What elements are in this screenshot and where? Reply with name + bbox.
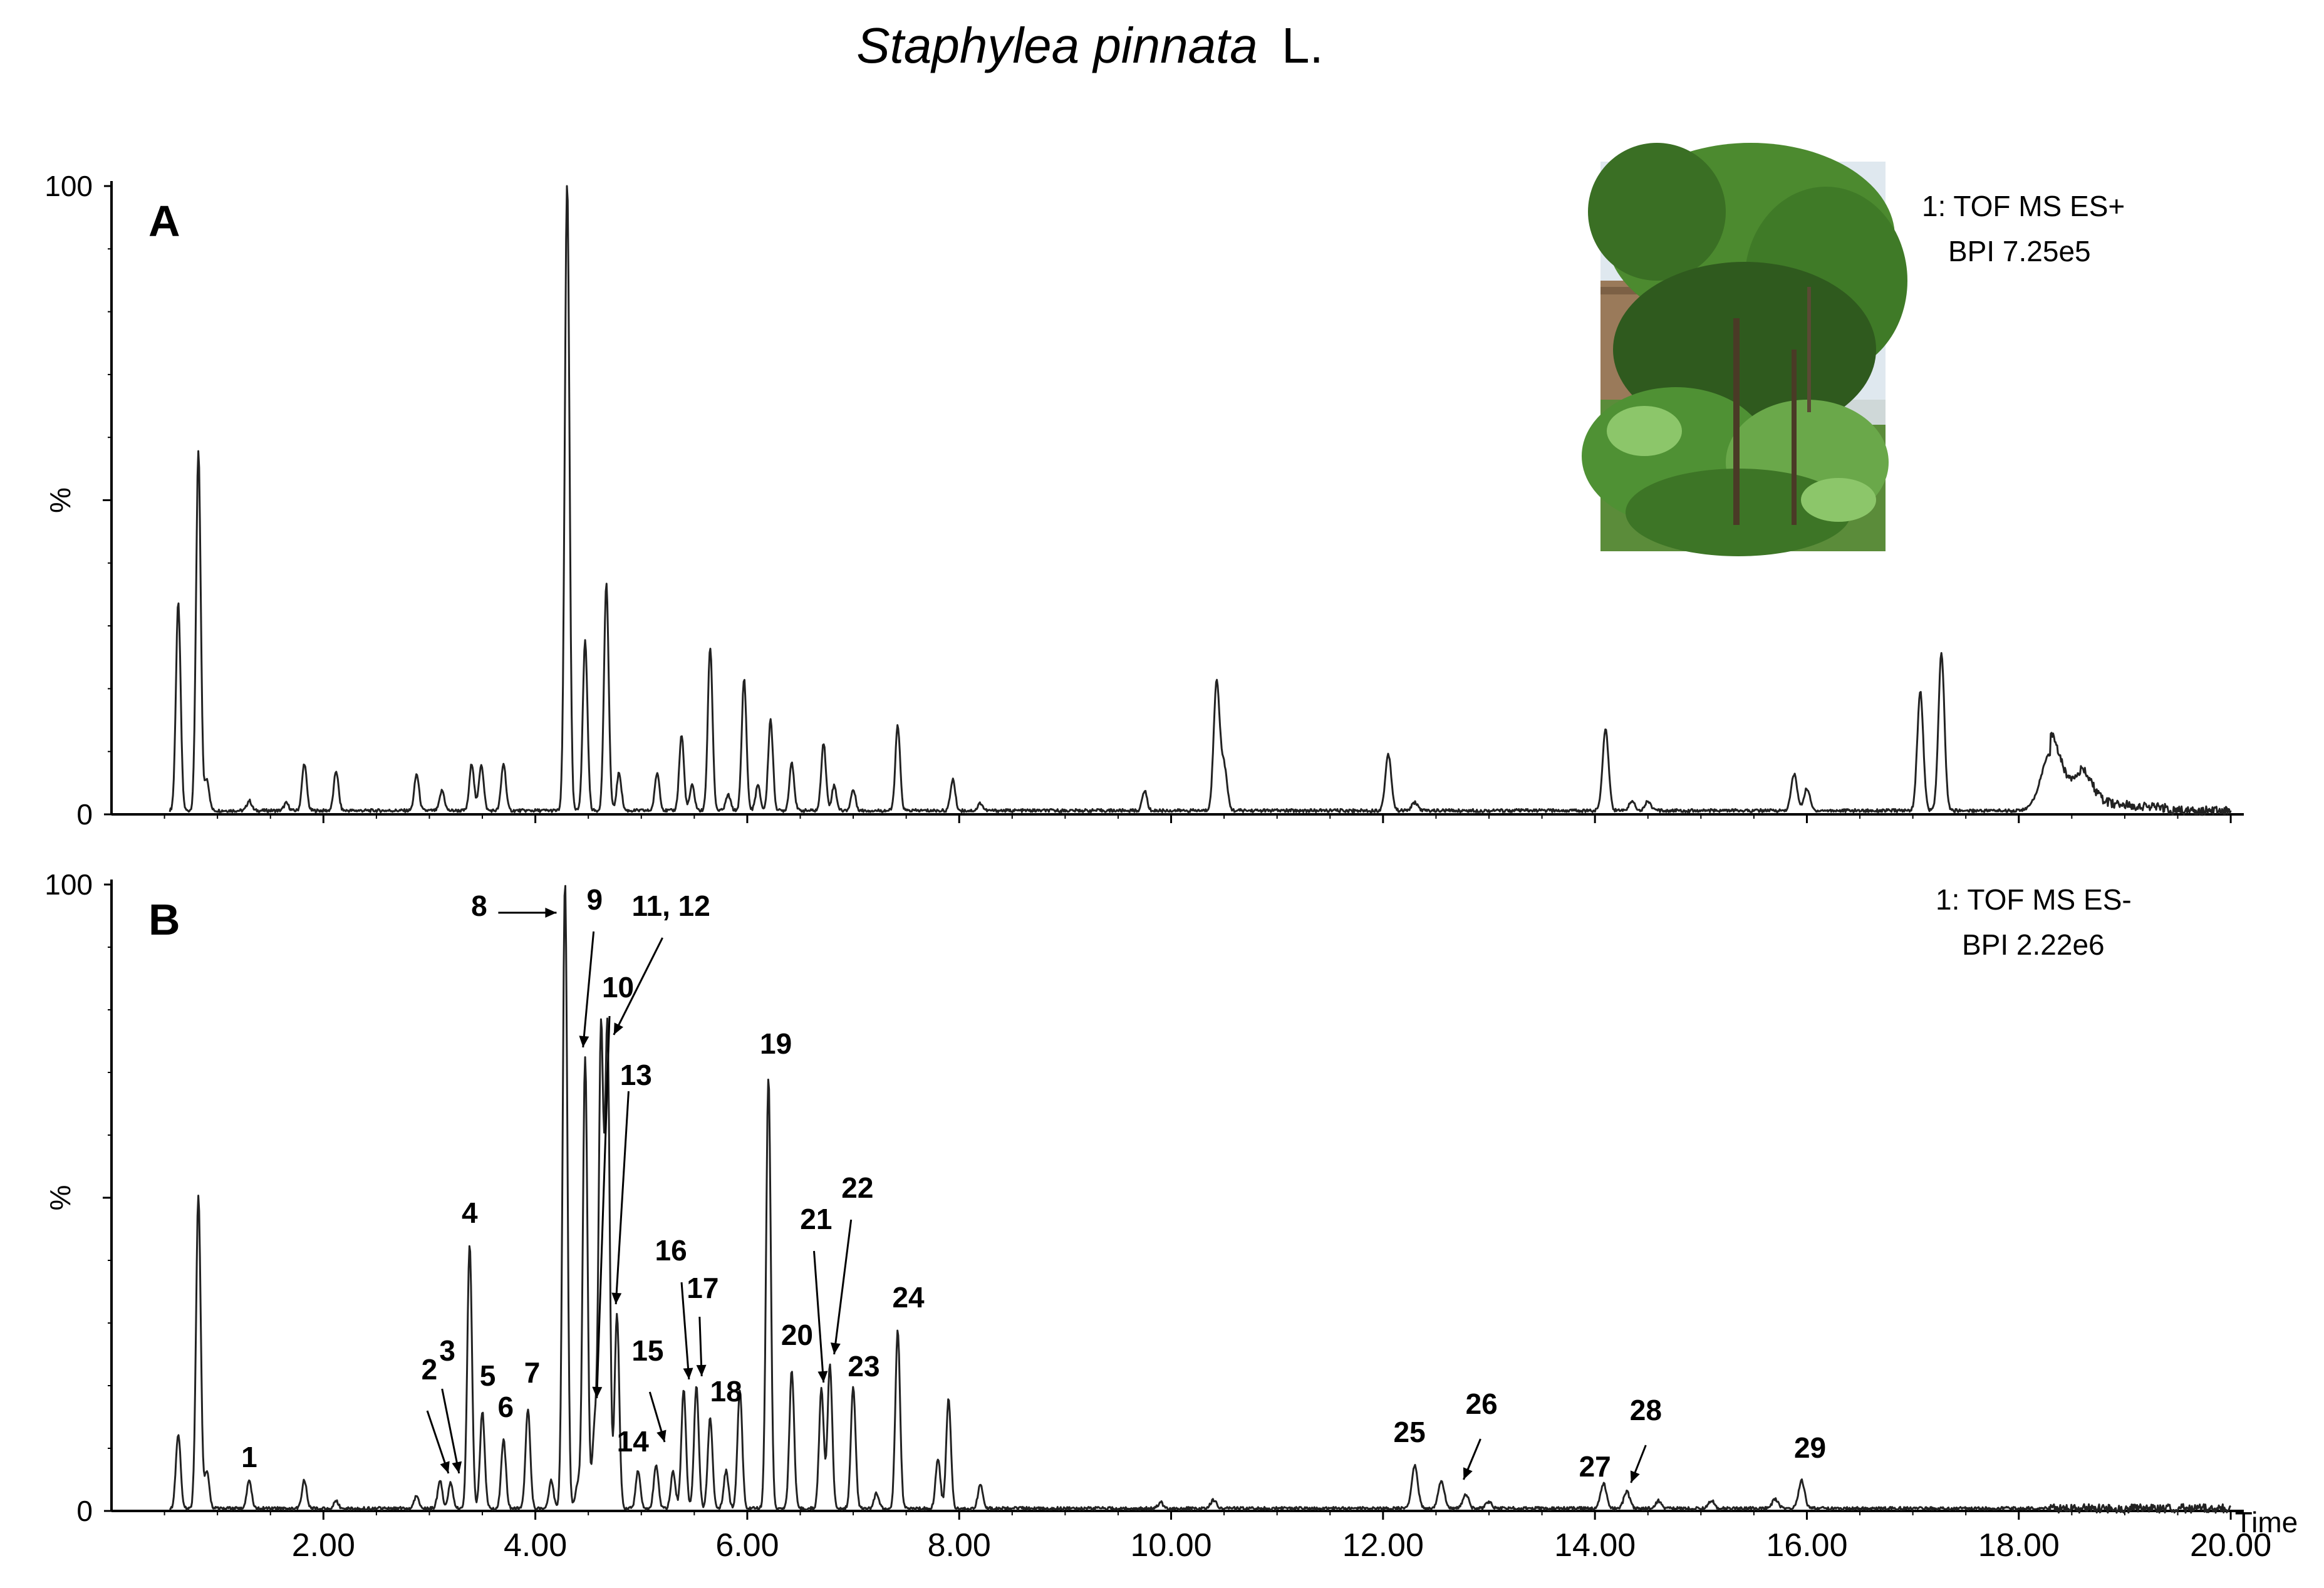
panel-letter-a: A	[148, 197, 180, 246]
peak-label: 11, 12	[631, 890, 710, 922]
x-axis-label: Time	[2235, 1506, 2298, 1539]
peak-arrowhead	[545, 908, 557, 918]
peak-arrowhead	[683, 1367, 693, 1379]
instrument-info-a: BPI 7.25e5	[1948, 235, 2091, 267]
peak-label: 3	[439, 1334, 455, 1367]
peak-arrowhead	[817, 1371, 828, 1383]
x-tick-label: 12.00	[1342, 1527, 1424, 1564]
peak-label: 13	[620, 1059, 652, 1091]
peak-label: 10	[602, 971, 634, 1004]
peak-label: 17	[687, 1272, 718, 1304]
peak-label: 6	[497, 1391, 514, 1423]
peak-arrowhead	[611, 1292, 622, 1304]
peak-label: 18	[710, 1375, 742, 1408]
x-tick-label: 2.00	[292, 1527, 355, 1564]
x-tick-label: 8.00	[928, 1527, 991, 1564]
y-tick-label-b: 0	[76, 1495, 93, 1527]
peak-label: 19	[760, 1027, 792, 1060]
x-tick-label: 14.00	[1554, 1527, 1636, 1564]
peak-arrowhead	[592, 1386, 603, 1398]
peak-label: 1	[241, 1441, 257, 1473]
x-tick-label: 16.00	[1766, 1527, 1847, 1564]
peak-arrowhead	[1630, 1470, 1640, 1483]
peak-label: 28	[1630, 1394, 1662, 1426]
peak-label: 27	[1579, 1450, 1611, 1483]
peak-label: 29	[1794, 1431, 1826, 1464]
peak-arrowhead	[656, 1430, 667, 1442]
figure-title: Staphylea pinnata L.	[856, 18, 1323, 73]
y-tick-label-a: 0	[76, 798, 93, 831]
y-tick-label-a: 100	[44, 170, 93, 202]
peak-arrowhead	[1463, 1467, 1473, 1480]
instrument-info-b: BPI 2.22e6	[1962, 928, 2105, 961]
x-tick-label: 6.00	[715, 1527, 779, 1564]
x-tick-label: 20.00	[2190, 1527, 2271, 1564]
panel-a: 0 100% A 1: TOF MS ES+ BPI 7.25e5	[44, 170, 2244, 831]
peak-arrowhead	[696, 1364, 707, 1376]
peak-label: 8	[471, 890, 487, 922]
peak-label: 4	[462, 1196, 478, 1229]
peak-arrow	[596, 1015, 611, 1399]
x-tick-label: 18.00	[1978, 1527, 2060, 1564]
peak-label: 16	[655, 1234, 687, 1267]
panel-letter-b: B	[148, 895, 180, 944]
peak-label: 22	[841, 1171, 873, 1204]
peak-arrowhead	[579, 1035, 589, 1047]
peak-label: 25	[1394, 1416, 1426, 1448]
plant-photo	[1582, 143, 1907, 556]
peak-label: 26	[1466, 1388, 1498, 1420]
x-tick-label: 10.00	[1130, 1527, 1211, 1564]
peak-label: 14	[617, 1425, 650, 1458]
peak-label: 15	[631, 1334, 663, 1367]
y-tick-label-b: 100	[44, 868, 93, 901]
peak-arrowhead	[440, 1461, 450, 1473]
peak-arrow	[582, 931, 595, 1048]
peak-arrowhead	[613, 1022, 624, 1035]
y-axis-label-b: %	[44, 1185, 76, 1211]
y-axis-label-a: %	[44, 487, 76, 513]
peak-label: 7	[524, 1356, 541, 1389]
peak-arrow	[833, 1219, 853, 1355]
peak-arrow	[613, 937, 663, 1035]
peak-arrow	[615, 1091, 630, 1305]
peak-arrow	[812, 1250, 825, 1383]
peak-arrowhead	[830, 1342, 841, 1354]
peak-label: 23	[848, 1350, 879, 1383]
chromatogram-trace-b	[169, 885, 2231, 1514]
peak-label: 2	[422, 1353, 438, 1386]
peak-arrow	[441, 1388, 460, 1474]
chromatogram-trace-a	[169, 185, 2232, 816]
peak-label: 9	[587, 883, 603, 916]
panel-b: 0 100% 2.00 4.00 6.00 8.00 10.00 12.00 14.00 16.0…	[44, 868, 2298, 1564]
peak-label: 20	[781, 1319, 813, 1351]
peak-arrowhead	[452, 1461, 462, 1473]
instrument-info-b: 1: TOF MS ES-	[1936, 883, 2132, 916]
figure-title-species: Staphylea pinnata	[856, 18, 1258, 73]
peak-label: 21	[800, 1203, 832, 1235]
instrument-info-a: 1: TOF MS ES+	[1922, 190, 2125, 222]
x-tick-label: 4.00	[504, 1527, 567, 1564]
peak-label: 5	[480, 1359, 496, 1392]
figure-title-author: L.	[1282, 18, 1324, 73]
peak-arrow	[680, 1282, 690, 1380]
peak-label: 24	[892, 1281, 925, 1314]
